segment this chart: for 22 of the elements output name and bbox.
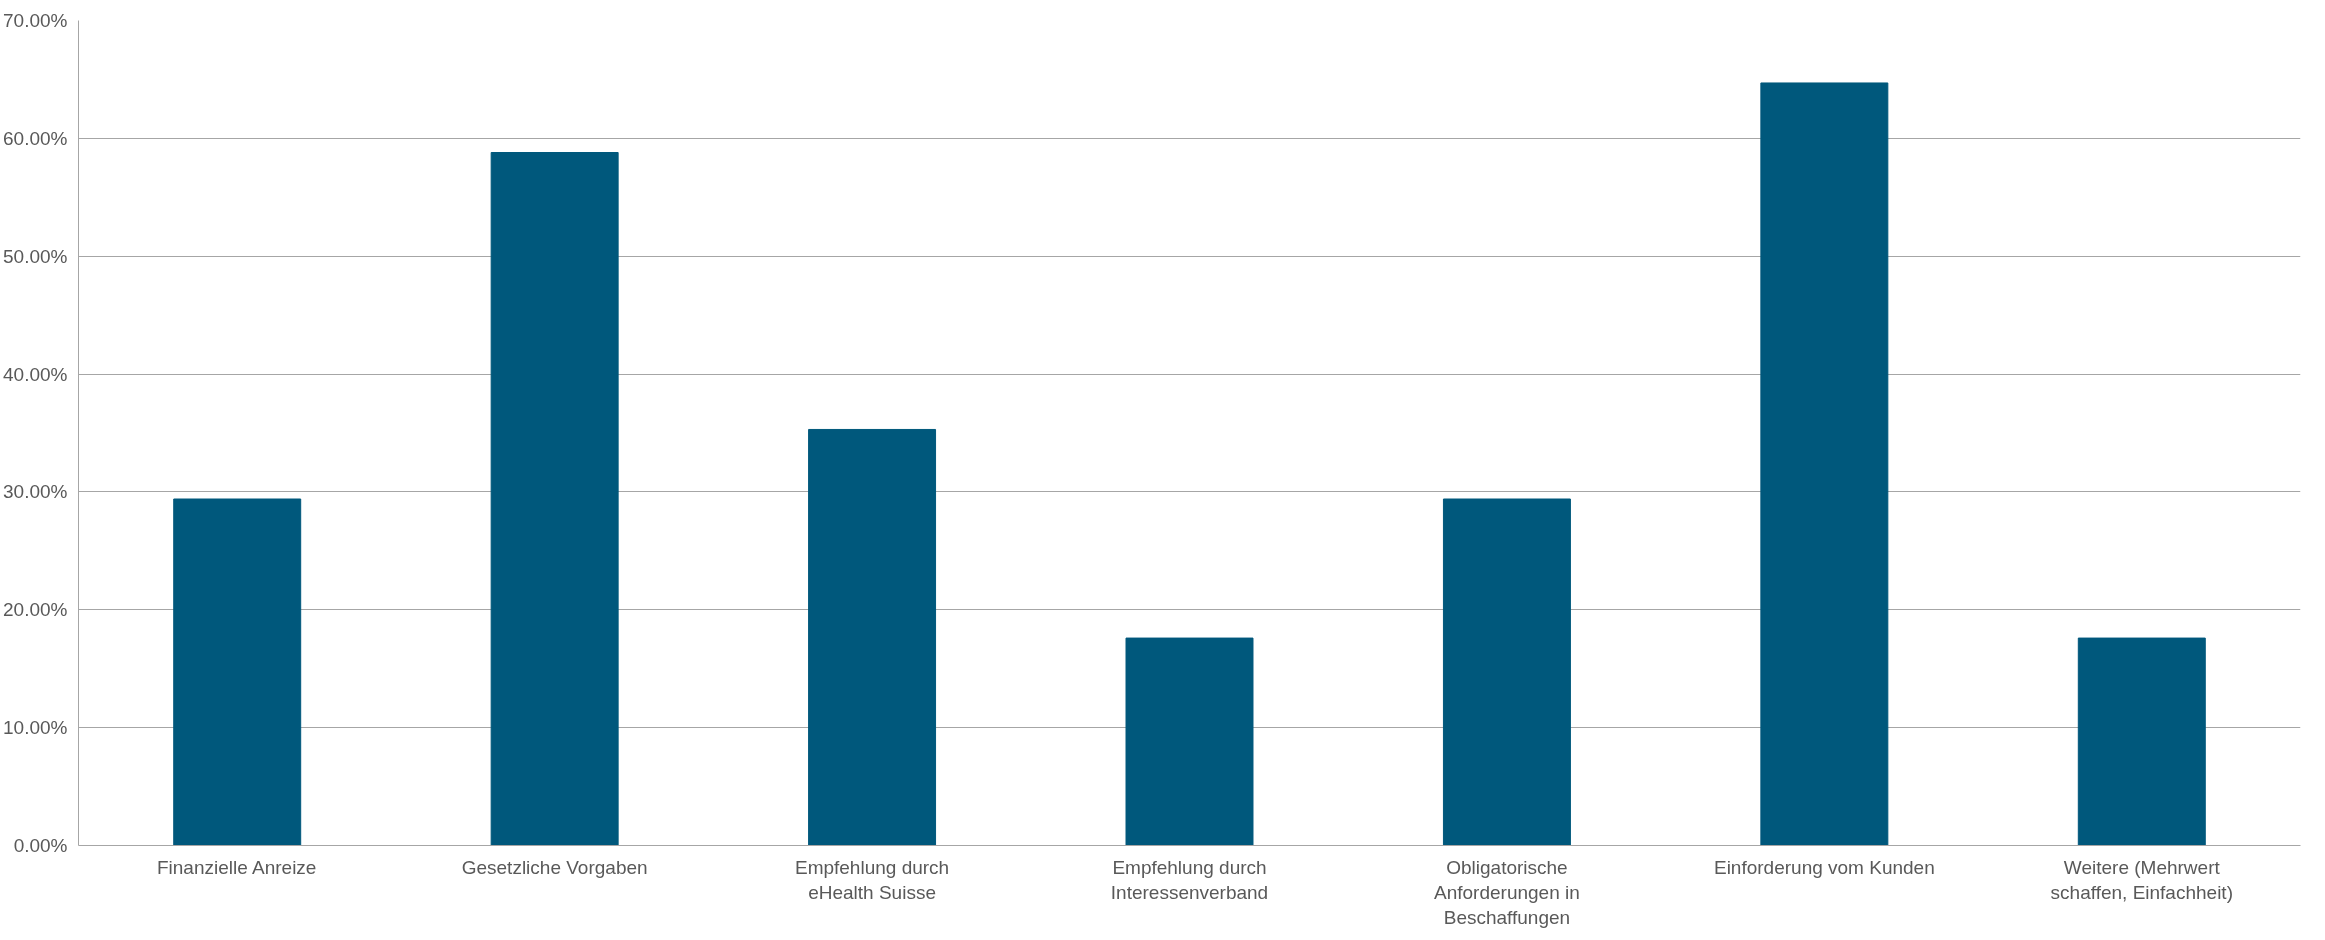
x-tick-label: Einforderung vom Kunden bbox=[1713, 856, 1935, 878]
y-tick-label: 50.00% bbox=[3, 245, 68, 267]
y-tick-label: 20.00% bbox=[3, 599, 68, 621]
x-tick-label: Weitere (Mehrwert schaffen, Einfachheit) bbox=[2050, 856, 2233, 903]
x-tick-label: Finanzielle Anreize bbox=[156, 856, 317, 878]
bar bbox=[173, 498, 302, 846]
bar bbox=[490, 152, 619, 846]
bar bbox=[808, 428, 937, 846]
x-tick-label: Empfehlung durch Interessenverband bbox=[1110, 856, 1269, 903]
y-tick-label: 10.00% bbox=[3, 717, 68, 739]
bar bbox=[2077, 637, 2206, 846]
bar bbox=[1442, 498, 1571, 846]
bar bbox=[1760, 82, 1889, 846]
y-tick-label: 40.00% bbox=[3, 363, 68, 385]
y-tick-label: 30.00% bbox=[3, 481, 68, 503]
x-tick-label: Empfehlung durch eHealth Suisse bbox=[794, 856, 950, 903]
x-tick-label: Gesetzliche Vorgaben bbox=[461, 856, 648, 878]
y-tick-label: 70.00% bbox=[3, 10, 68, 31]
x-tick-label: Obligatorische Anforderungen in Beschaffungen bbox=[1434, 856, 1580, 928]
y-tick-label: 60.00% bbox=[3, 127, 68, 149]
y-tick-label: 0.00% bbox=[13, 835, 68, 856]
bar bbox=[1125, 637, 1254, 846]
